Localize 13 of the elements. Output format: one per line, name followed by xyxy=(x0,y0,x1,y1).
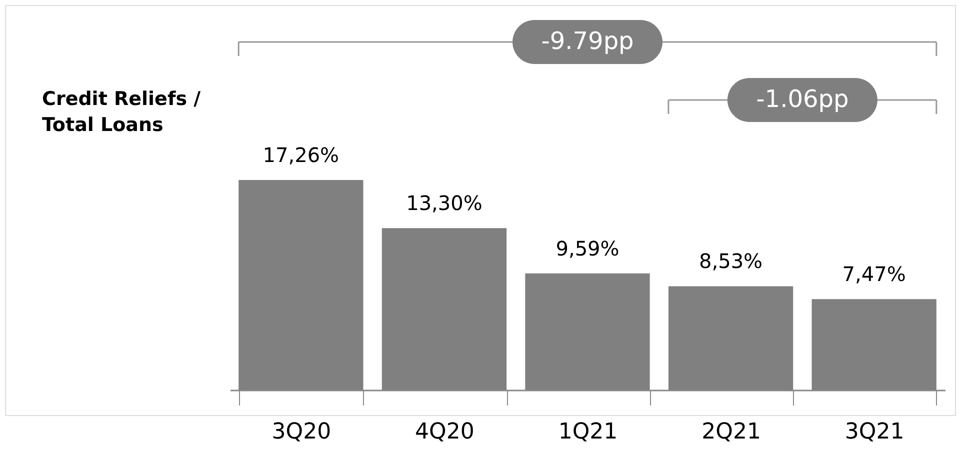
x-tick-label: 1Q21 xyxy=(558,420,618,444)
data-label: 9,59% xyxy=(556,236,620,260)
x-tick-label: 4Q20 xyxy=(415,420,474,444)
data-label: 8,53% xyxy=(699,249,763,274)
x-tick-label: 2Q21 xyxy=(702,420,761,444)
data-label: 17,26% xyxy=(262,143,340,167)
y-axis-title: Credit Reliefs / Total Loans xyxy=(42,88,201,136)
data-label: 13,30% xyxy=(406,191,482,216)
x-tick-label: 3Q20 xyxy=(272,420,332,444)
data-label: 7,47% xyxy=(842,262,906,286)
text: -1.06pp xyxy=(756,85,849,113)
text: -9.79pp xyxy=(541,27,634,55)
x-tick-label: 3Q21 xyxy=(844,420,904,444)
